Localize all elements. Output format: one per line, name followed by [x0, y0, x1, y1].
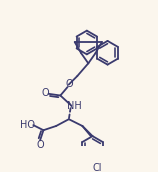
Text: O: O — [65, 79, 73, 89]
Text: HO: HO — [20, 120, 35, 130]
Text: O: O — [36, 140, 44, 150]
Text: Cl: Cl — [92, 163, 102, 172]
Text: NH: NH — [67, 101, 82, 111]
Text: O: O — [41, 88, 49, 98]
